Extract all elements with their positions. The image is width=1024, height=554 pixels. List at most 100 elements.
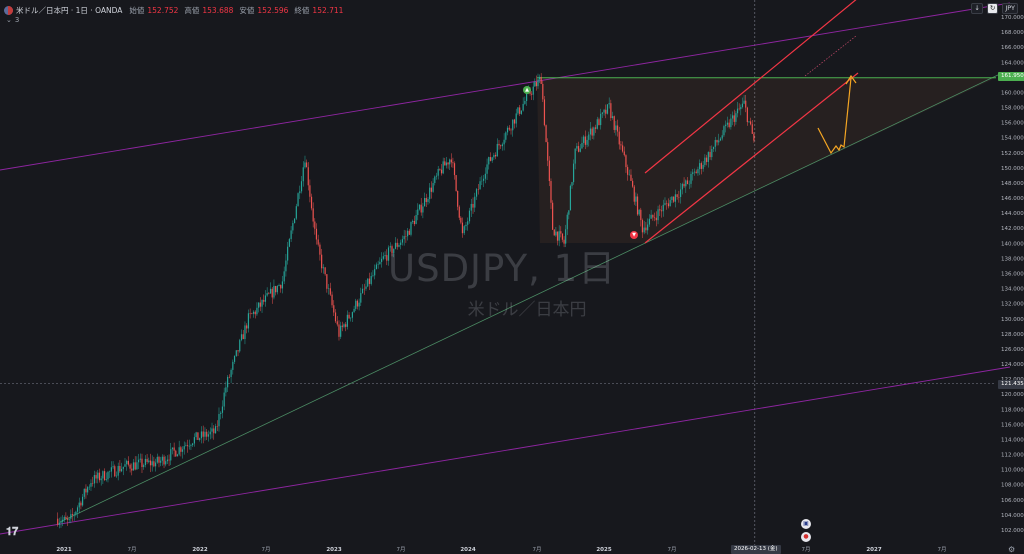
low-label: 安値 [239,5,255,15]
crosshair-date-tag: 2026-02-13 (金) [731,545,781,554]
price-tick-label: 154.000 [1001,136,1024,142]
candle-body [246,325,248,329]
candle-body [494,154,497,157]
candle-body [732,115,734,119]
candle-body [321,254,323,269]
candle-body [327,288,330,289]
candle-body [616,125,619,132]
candle-body [630,174,632,181]
low-marker-icon[interactable]: ▼ [630,231,638,239]
candle-body [673,196,675,202]
candle-body [623,151,625,156]
candle-body [479,181,481,190]
candle-body [439,169,441,170]
candle-body [105,479,107,481]
candle-body [714,140,716,147]
candle-body [278,285,280,286]
candle-body [355,300,357,309]
candle-body [445,162,448,166]
us-flag-event-icon[interactable]: ▣ [801,519,811,529]
candle-body [422,206,424,213]
candle-body [730,118,732,128]
candle-body [254,311,256,315]
candle-body [601,112,603,114]
currency-button[interactable]: JPY [1002,3,1018,14]
candle-body [288,239,290,247]
candle-body [706,157,708,162]
arrow-down-icon[interactable]: ↓ [971,3,983,14]
candle-body [632,180,634,187]
candle-body [535,82,538,87]
candle-body [712,146,715,150]
candle-body [520,110,523,114]
candle-body [453,163,456,176]
candle-body [124,464,126,467]
candle-body [746,107,748,123]
candle-body [702,164,704,169]
candle-body [178,447,180,455]
high-marker-icon[interactable]: ▲ [523,86,531,94]
candle-body [235,350,237,356]
candle-body [384,255,386,257]
japan-flag-event-icon[interactable]: ● [801,532,811,542]
candle-body [351,312,354,318]
candle-body [302,167,304,182]
candle-body [350,317,352,319]
candle-body [524,100,526,104]
candle-body [605,109,607,114]
candle-body [223,392,225,407]
candle-body [173,447,175,451]
indicator-toggle[interactable]: ⌄ 3 [6,16,19,24]
candle-body [493,154,495,158]
candle-body [583,136,585,143]
crosshair-price-tag: 121.435 [998,380,1024,389]
candle-body [620,144,622,146]
high-label: 高値 [184,5,200,15]
candle-body [584,136,586,145]
candle-body [513,119,516,124]
candle-body [606,104,609,114]
candle-body [134,462,136,470]
candle-body [176,454,179,457]
candle-body [154,462,157,467]
candle-body [576,146,578,149]
price-tick-label: 106.000 [1001,498,1024,504]
candle-body [188,445,190,447]
candle-body [723,126,725,136]
refresh-icon[interactable]: ↻ [986,3,999,14]
time-tick-label: 7月 [802,546,811,553]
candle-body [252,311,255,314]
candle-body [168,459,170,461]
candle-body [209,431,211,435]
candle-body [181,449,184,452]
candle-body [690,173,692,184]
candle-body [610,103,612,119]
candle-body [256,307,258,315]
candle-body [276,285,278,293]
candle-body [271,288,273,298]
price-tick-label: 132.000 [1001,302,1024,308]
candle-body [324,267,326,275]
candle-body [667,203,670,207]
time-tick-label: 7月 [128,546,137,553]
candle-body [435,175,438,177]
candle-body [560,231,562,234]
tradingview-logo-icon[interactable]: 𝟏𝟕 [6,526,19,538]
projection-path [817,77,852,155]
candle-body [137,459,140,463]
symbol-title[interactable]: 米ドル／日本円 · 1日 · OANDA [16,5,123,15]
price-tick-label: 152.000 [1001,151,1024,157]
candle-body [745,100,747,108]
candle-body [427,199,429,202]
price-tick-label: 146.000 [1001,196,1024,202]
price-tick-label: 136.000 [1001,272,1024,278]
candle-body [627,167,629,175]
candle-body [228,376,230,378]
candle-body [444,161,446,166]
price-tick-label: 124.000 [1001,362,1024,368]
candle-body [170,449,172,461]
gear-icon[interactable]: ⚙ [1008,545,1016,554]
candle-body [743,100,745,104]
candle-body [662,204,664,212]
